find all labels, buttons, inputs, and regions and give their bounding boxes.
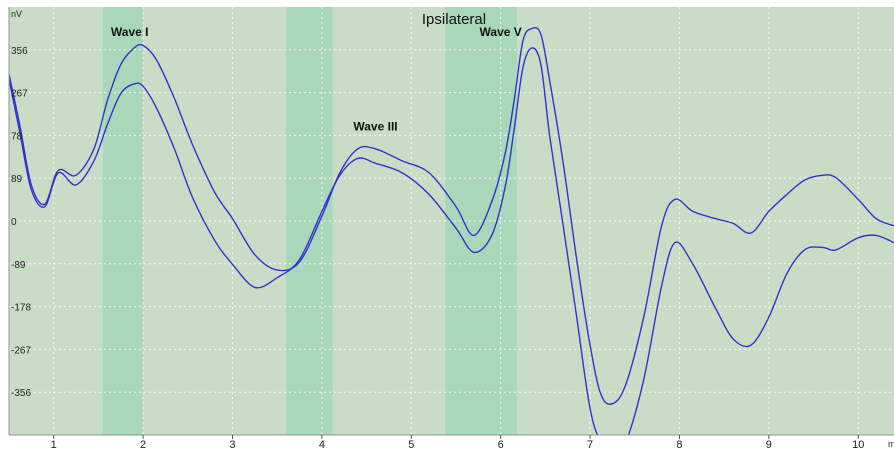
y-tick-label: -89 [11, 260, 26, 271]
x-tick-label: 1 [51, 439, 57, 451]
y-tick-label: -267 [11, 345, 31, 356]
y-tick-label: -178 [11, 303, 31, 314]
wave-label-3: Wave V [480, 25, 522, 39]
x-tick-label: 7 [587, 439, 593, 451]
x-tick-label: 3 [229, 439, 235, 451]
wave-annotations: Wave I Wave III Wave V [111, 25, 522, 134]
chart-title: Ipsilateral [422, 11, 486, 28]
series-line-1 [9, 26, 894, 405]
x-tick-label: 9 [766, 439, 772, 451]
y-tick-label: -356 [11, 388, 31, 399]
x-tick-label: 4 [319, 439, 325, 451]
y-tick-label: 89 [11, 174, 23, 185]
x-tick-label: 8 [676, 439, 682, 451]
series-line-2 [9, 47, 894, 435]
gridlines [9, 7, 894, 435]
series-group [9, 26, 894, 435]
wave-label-1: Wave I [111, 25, 149, 39]
y-tick-label: 78 [11, 131, 23, 142]
y-tick-label: 0 [11, 217, 17, 228]
y-unit-label: nV [11, 9, 22, 19]
x-tick-label: 10 [852, 439, 864, 451]
x-tick-label: 6 [498, 439, 504, 451]
wave-window-1 [102, 7, 144, 435]
y-tick-label: 267 [11, 89, 28, 100]
y-tick-labels: 356 267 78 89 0 -89 -178 -267 -356 [11, 46, 31, 399]
x-tick-label: 2 [140, 439, 146, 451]
y-tick-label: 356 [11, 46, 28, 57]
x-unit-label: m [888, 439, 894, 449]
x-tick-labels: 1 2 3 4 5 6 7 8 9 10 [51, 435, 864, 451]
wave-label-2: Wave III [353, 120, 397, 134]
x-tick-label: 5 [408, 439, 414, 451]
